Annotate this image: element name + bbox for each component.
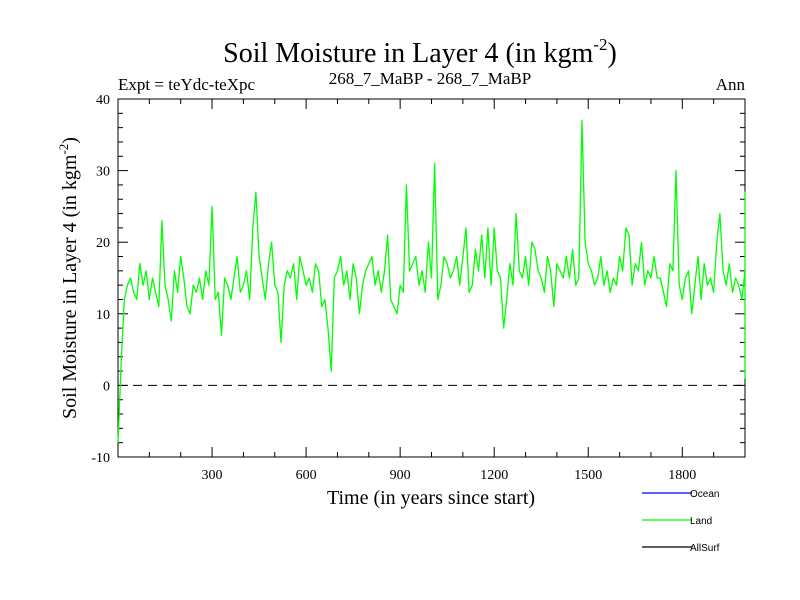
x-tick-label: 300 [202,468,223,483]
y-tick-label: 20 [96,236,110,251]
x-tick-label: 1200 [480,468,508,483]
subtitle-center: 268_7_MaBP - 268_7_MaBP [329,69,531,88]
legend-label-land: Land [690,516,712,527]
y-axis-label: Soil Moisture in Layer 4 (in kgm-2) [56,137,81,419]
x-tick-label: 900 [390,468,411,483]
y-tick-label: 10 [96,308,110,323]
y-tick-label: 40 [96,93,110,108]
x-tick-label: 600 [296,468,317,483]
legend-label-ocean: Ocean [690,489,719,500]
subtitle-right: Ann [716,75,746,94]
x-axis-label: Time (in years since start) [327,487,535,509]
subtitle-left: Expt = teYdc-teXpc [118,75,255,94]
x-tick-label: 1800 [668,468,696,483]
axis-tick-labels: -10 0 10 20 30 40 300 600 900 1200 1500 1800 [91,93,696,483]
chart-title: Soil Moisture in Layer 4 (in kgm-2) [223,35,617,69]
y-tick-label: -10 [91,451,110,466]
y-tick-label: 0 [103,379,110,394]
legend-label-allsurf: AllSurf [690,543,720,554]
legend: Ocean Land AllSurf [642,489,720,554]
y-tick-label: 30 [96,165,110,180]
series-line-land [117,119,746,443]
axis-ticks [118,98,745,458]
x-tick-label: 1500 [574,468,602,483]
